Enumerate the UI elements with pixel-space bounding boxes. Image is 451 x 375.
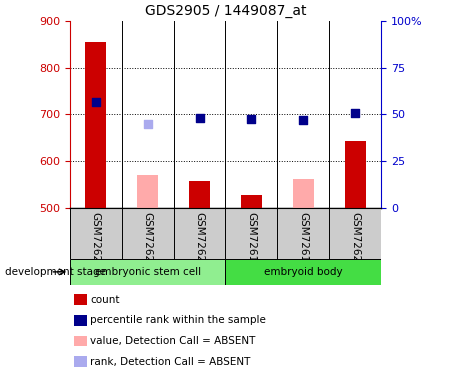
Bar [189, 182, 210, 208]
Point [144, 121, 151, 127]
Point [248, 116, 255, 122]
Title: GDS2905 / 1449087_at: GDS2905 / 1449087_at [145, 4, 306, 18]
Bar [293, 178, 313, 208]
Text: GSM72624: GSM72624 [143, 212, 153, 269]
Bar [345, 141, 365, 208]
Text: embryonic stem cell: embryonic stem cell [95, 267, 201, 277]
Text: GSM72618: GSM72618 [298, 212, 308, 269]
Bar [226, 259, 381, 285]
Text: percentile rank within the sample: percentile rank within the sample [90, 315, 266, 325]
Text: value, Detection Call = ABSENT: value, Detection Call = ABSENT [90, 336, 256, 346]
Bar [241, 195, 262, 208]
Bar [137, 176, 158, 208]
Point [351, 110, 359, 116]
Text: GSM72622: GSM72622 [91, 212, 101, 269]
Text: GSM72621: GSM72621 [350, 212, 360, 269]
Bar [70, 259, 226, 285]
Bar [85, 42, 106, 208]
Text: embryoid body: embryoid body [264, 267, 343, 277]
Text: development stage: development stage [5, 267, 106, 277]
Text: rank, Detection Call = ABSENT: rank, Detection Call = ABSENT [90, 357, 251, 366]
Text: GSM72616: GSM72616 [246, 212, 257, 269]
Point [196, 115, 203, 121]
Text: count: count [90, 295, 120, 304]
Text: GSM72626: GSM72626 [194, 212, 205, 269]
Point [92, 99, 99, 105]
Point [299, 117, 307, 123]
